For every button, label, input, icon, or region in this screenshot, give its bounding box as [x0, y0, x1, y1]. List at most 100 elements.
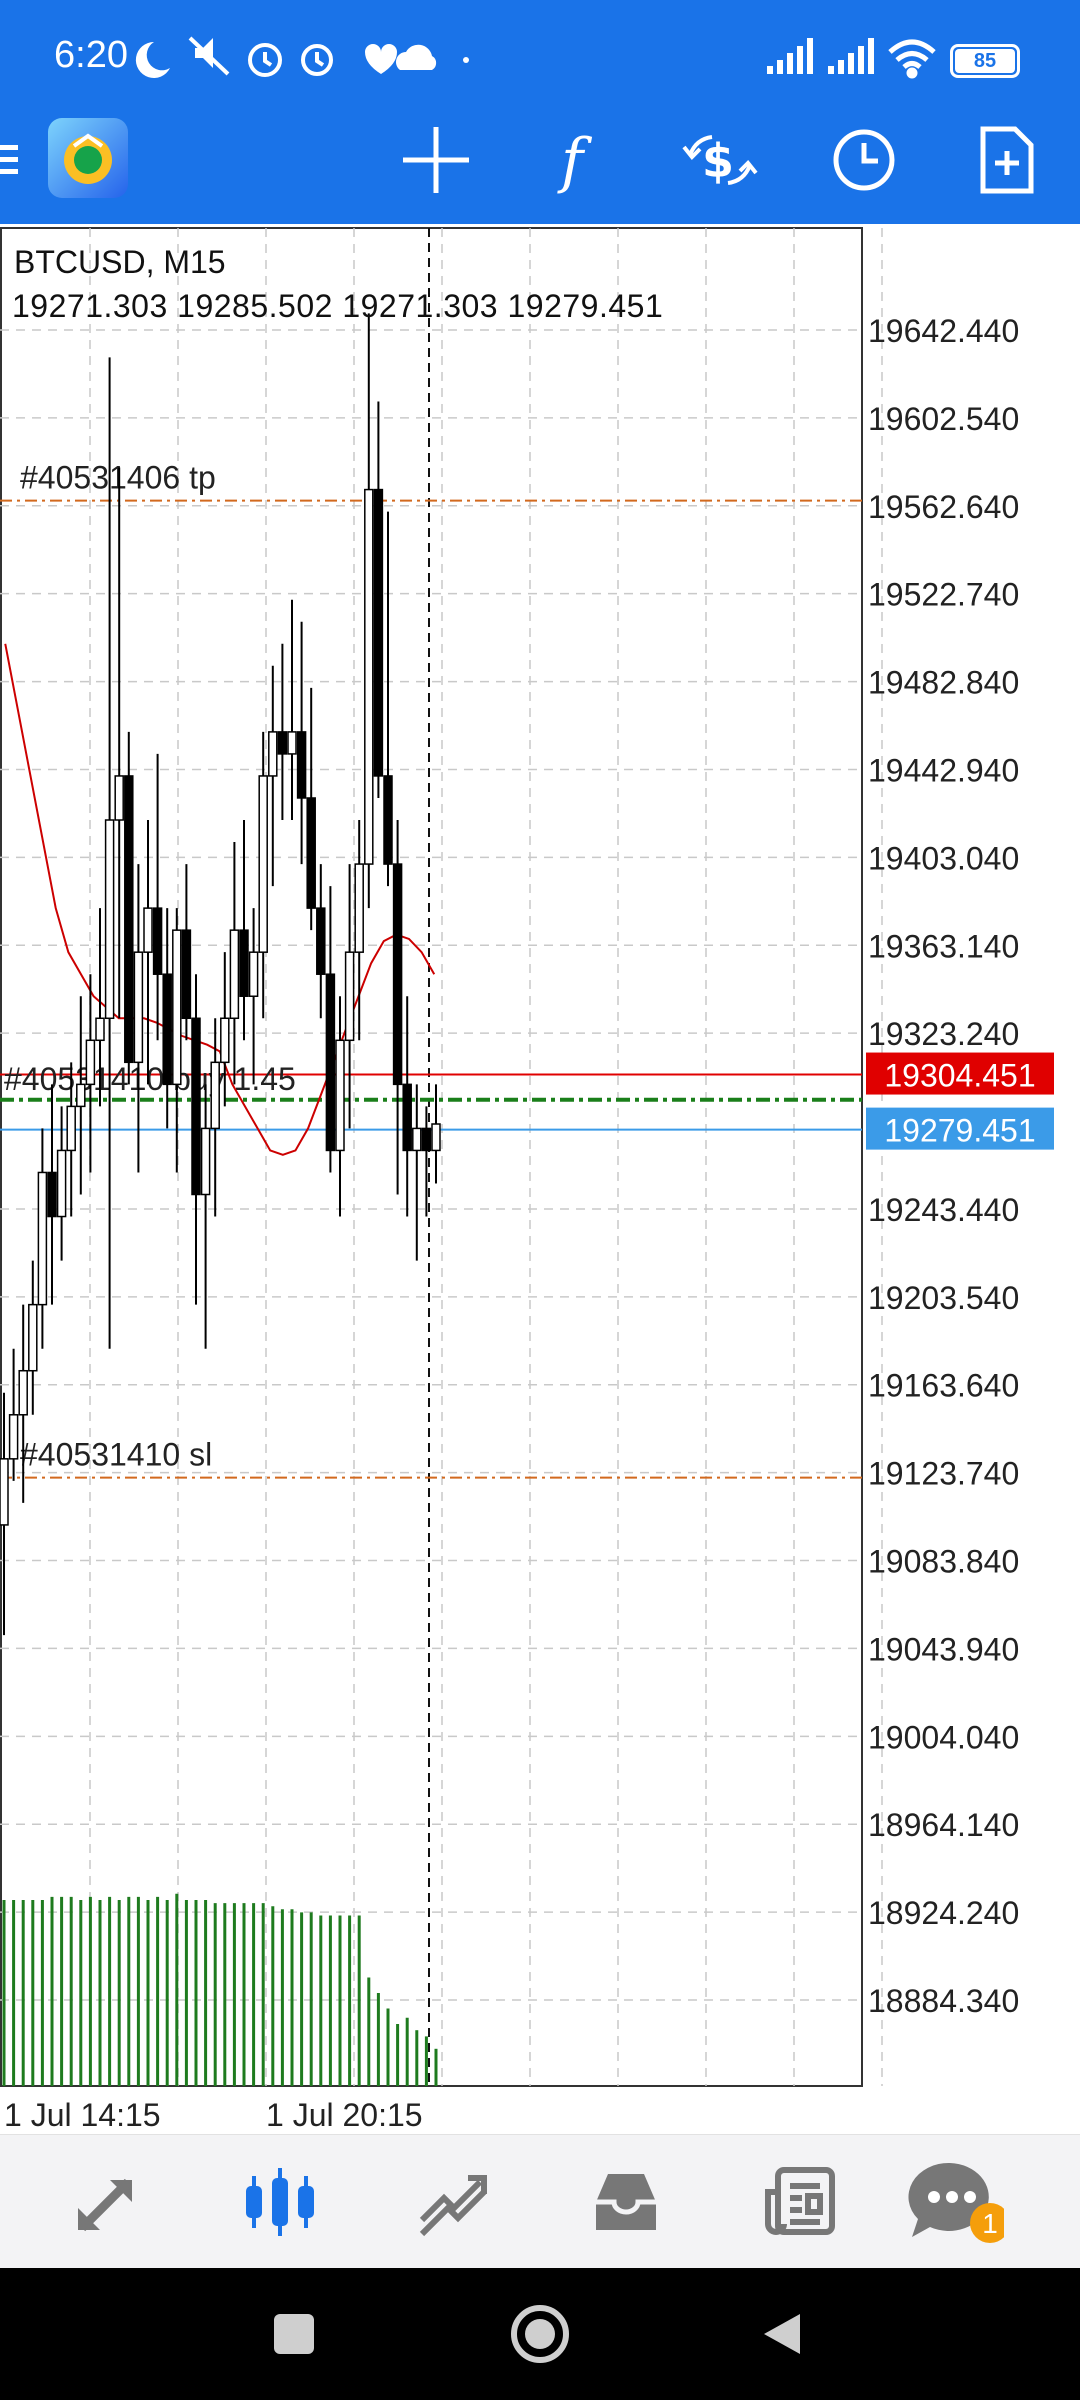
candle-body [28, 1303, 38, 1372]
candles [0, 313, 441, 1636]
home-button[interactable] [511, 2305, 569, 2363]
nav-chart[interactable] [230, 2157, 330, 2247]
candle-body [114, 775, 124, 821]
wifi-icon [888, 39, 936, 79]
price-tick-label: 19043.940 [868, 1631, 1019, 1667]
nav-quotes[interactable] [58, 2157, 158, 2247]
moon-icon [135, 41, 170, 78]
price-tick-label: 19442.940 [868, 752, 1019, 788]
candle-body [277, 731, 288, 755]
price-tick-label: 19323.240 [868, 1016, 1019, 1052]
svg-text:f: f [557, 126, 593, 195]
price-tick-label: 19243.440 [868, 1192, 1019, 1228]
price-axis: 19642.440 19602.540 19562.640 19522.740 1948… [4, 313, 1054, 2133]
quotes-icon [78, 2178, 132, 2232]
chart-canvas[interactable]: #40531406 tp #40531410 buy 1.45 #40531410 … [0, 224, 1080, 2134]
volume-bars [2, 1893, 438, 2086]
candle-body [335, 1039, 345, 1152]
price-tick-label: 18924.240 [868, 1895, 1019, 1931]
candle-body [181, 929, 192, 1020]
candle-body [316, 907, 326, 975]
candle-body [220, 1017, 230, 1064]
price-chart[interactable]: #40531406 tp #40531410 buy 1.45 #40531410 … [0, 224, 1080, 2134]
ask-price-box [866, 1052, 1054, 1095]
price-tick-label: 19602.540 [868, 401, 1019, 437]
nav-news[interactable] [750, 2157, 850, 2247]
period-button[interactable] [824, 120, 904, 200]
candle-body [133, 951, 144, 1064]
tp-label: #40531406 tp [20, 460, 216, 496]
candle-body [268, 731, 278, 777]
bottom-navigation: 1 [0, 2134, 1080, 2269]
price-tick-label: 19203.540 [868, 1280, 1019, 1316]
candle-body [152, 907, 163, 975]
ask-price-label: 19304.451 [884, 1058, 1035, 1094]
nav-trade[interactable] [404, 2157, 504, 2247]
candle-body [392, 863, 403, 1086]
price-tick-label: 19163.640 [868, 1368, 1019, 1404]
candle-body [306, 797, 316, 909]
candle-body [0, 1458, 9, 1526]
candle-body [18, 1369, 28, 1416]
candle-body [248, 951, 259, 997]
order-levels: #40531406 tp #40531410 buy 1.45 #40531410 … [0, 460, 862, 1479]
price-tick-label: 19363.140 [868, 928, 1019, 964]
price-tick-label: 19403.040 [868, 840, 1019, 876]
app-logo[interactable] [48, 118, 128, 198]
crosshair-icon [403, 127, 469, 193]
candle-body [354, 863, 364, 953]
symbol-switch-icon: $ [682, 134, 758, 188]
recent-apps-button[interactable] [274, 2314, 314, 2354]
candle-body [124, 775, 134, 1064]
trade-icon [419, 2175, 487, 2237]
candle-body [8, 1414, 19, 1460]
candle-body [76, 1083, 86, 1108]
nav-history[interactable] [576, 2157, 676, 2247]
candle-body [162, 973, 172, 1086]
candle-body [143, 907, 153, 953]
heart-icon [365, 44, 397, 74]
plot-border [0, 227, 863, 2087]
candle-body [344, 951, 355, 1042]
top-bar: 6:20 85 [0, 0, 1080, 224]
new-order-icon [980, 126, 1034, 194]
new-order-button[interactable] [966, 120, 1046, 200]
candle-body [421, 1127, 432, 1152]
candle-body [85, 1039, 96, 1086]
signal-icon [767, 38, 813, 74]
bid-price-label: 19279.451 [884, 1113, 1035, 1149]
menu-button[interactable] [0, 120, 60, 200]
status-time: 6:20 [54, 34, 128, 76]
candle-body [383, 775, 393, 865]
time-label: 1 Jul 14:15 [4, 2097, 161, 2133]
price-tick-label: 19004.040 [868, 1719, 1019, 1755]
crosshair-button[interactable] [396, 120, 476, 200]
back-button[interactable] [764, 2314, 800, 2354]
chat-badge: 1 [982, 2208, 998, 2239]
price-tick-label: 19522.740 [868, 577, 1019, 613]
candle-body [229, 929, 240, 1020]
system-navigation [0, 2268, 1080, 2400]
chart-symbol: BTCUSD, M15 [14, 244, 226, 280]
chart-icon [246, 2168, 314, 2236]
system-nav-icons [274, 2305, 800, 2363]
svg-text:$: $ [702, 134, 734, 188]
app-logo-icon [64, 133, 112, 184]
symbol-switch-button[interactable]: $ [680, 120, 760, 200]
alarm-icon [248, 43, 282, 77]
chart-grid [0, 227, 883, 2087]
clock-icon [833, 129, 895, 191]
ma-line [4, 643, 436, 1156]
candle-body [287, 731, 297, 755]
indicators-button[interactable]: f [538, 120, 618, 200]
price-tick-label: 19123.740 [868, 1456, 1019, 1492]
price-tick-label: 19482.840 [868, 665, 1019, 701]
candle-body [210, 1061, 220, 1130]
history-icon [596, 2174, 656, 2230]
candle-body [373, 488, 384, 777]
candle-body [412, 1127, 422, 1152]
battery-icon: 85 [950, 44, 1020, 78]
candle-body [191, 1017, 201, 1196]
candle-body [37, 1171, 48, 1306]
nav-chat[interactable]: 1 [904, 2157, 1004, 2247]
